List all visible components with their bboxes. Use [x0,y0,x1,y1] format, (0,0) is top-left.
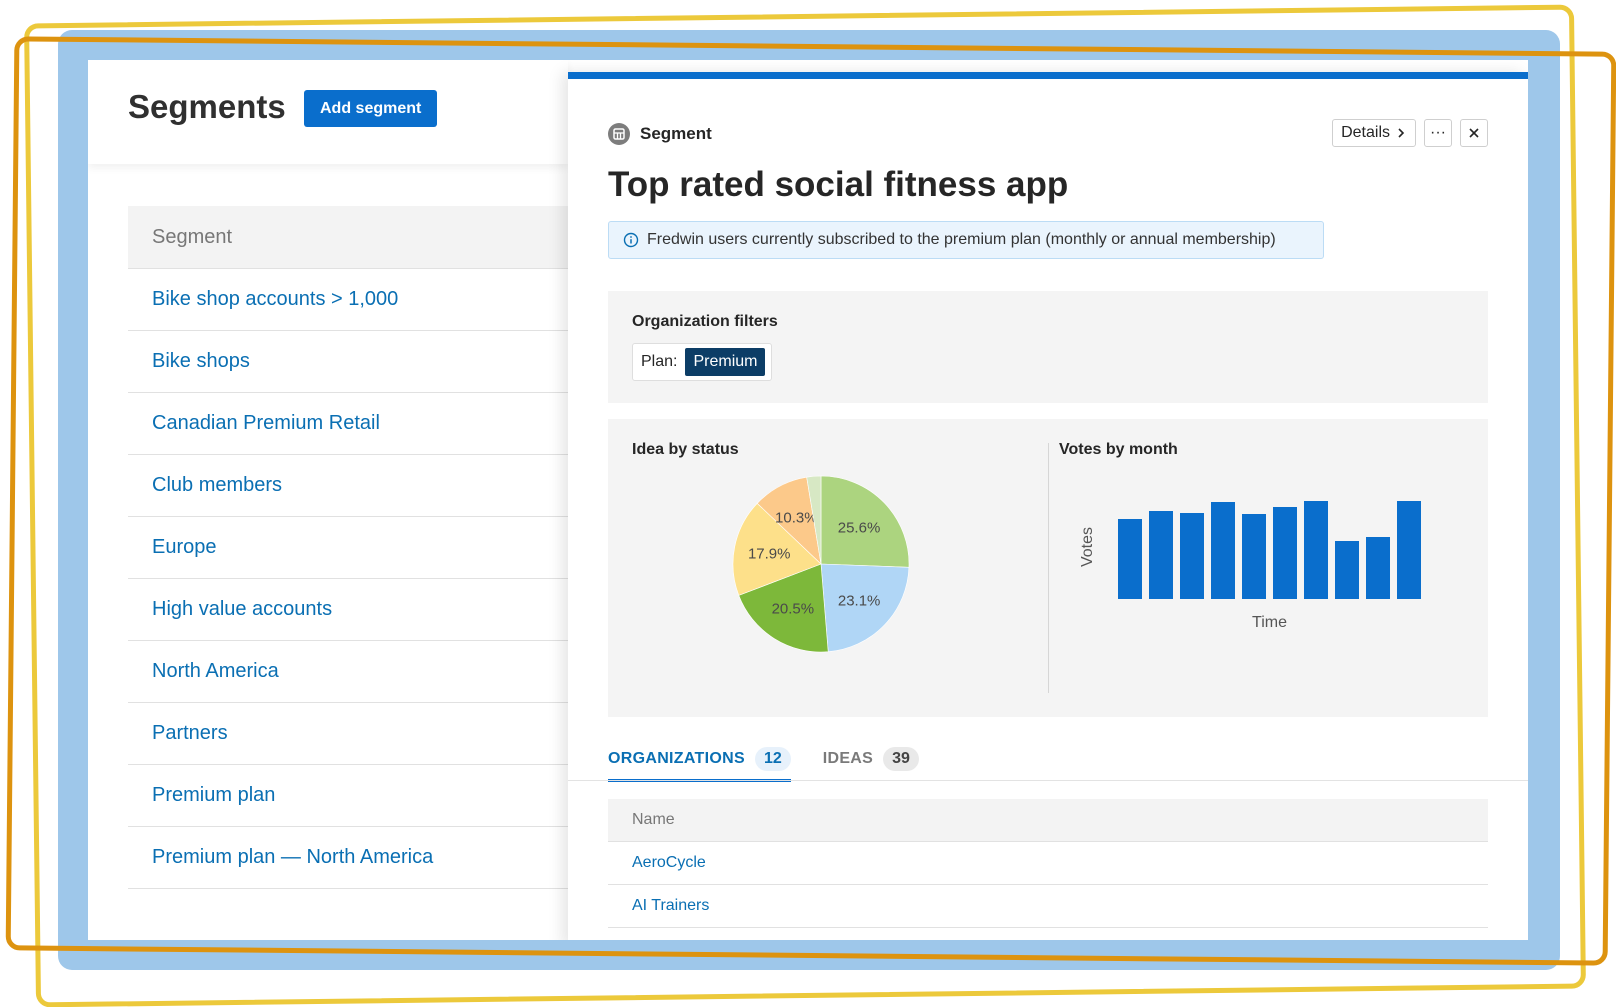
bar [1304,501,1328,599]
page-title: Segments [128,88,286,125]
filter-chip-key: Plan: [641,353,678,370]
organization-row[interactable]: AI Trainers [608,885,1488,928]
filter-chip-value: Premium [685,348,766,376]
tabs-divider [568,780,1528,781]
tab-organizations[interactable]: ORGANIZATIONS 12 [608,739,791,782]
segment-row[interactable]: Partners [128,703,568,765]
segments-table-header: Segment [128,206,568,269]
add-segment-button[interactable]: Add segment [304,90,438,127]
segment-type-label: Segment [640,124,712,143]
segment-description: Fredwin users currently subscribed to th… [608,221,1324,259]
pie-slice [820,475,910,568]
segment-row[interactable]: Bike shops [128,331,568,393]
y-axis-label: Votes [1079,527,1096,567]
segment-drawer: Segment Details ··· Top rated social fit… [568,72,1528,940]
bar [1366,537,1390,599]
drawer-actions: Details ··· [1332,119,1488,147]
pie-slice-label: 10.3% [775,509,818,526]
charts-divider [1048,443,1049,693]
filter-chip-plan[interactable]: Plan: Premium [632,343,773,381]
segment-icon [608,123,630,145]
segment-row[interactable]: High value accounts [128,579,568,641]
tab-ideas-count: 39 [883,747,919,771]
drawer-tabs: ORGANIZATIONS 12 IDEAS 39 [608,739,951,782]
bar [1335,541,1359,599]
details-button-label: Details [1341,124,1390,141]
segment-row[interactable]: Club members [128,455,568,517]
segments-header: Segments Add segment [88,60,568,164]
organization-row[interactable]: AeroCycle [608,842,1488,885]
description-text: Fredwin users currently subscribed to th… [647,231,1276,248]
organizations-table: Name AeroCycle AI Trainers [608,799,1488,928]
bar [1211,502,1235,599]
pie-slice [732,502,822,596]
app-window: Segments Add segment Segment Bike shop a… [88,60,1528,940]
pie-slice [806,475,822,565]
more-options-button[interactable]: ··· [1424,119,1452,147]
segment-row[interactable]: Europe [128,517,568,579]
x-axis-label: Time [1252,614,1287,631]
segment-type: Segment [608,123,712,145]
idea-status-pie-chart: 25.6% 23.1% 20.5% 17.9% 10.3% [732,475,910,653]
organization-filters: Organization filters Plan: Premium [608,291,1488,403]
votes-by-month-bar-chart: Time Votes [1079,501,1421,631]
bar [1149,511,1173,599]
segment-row[interactable]: Bike shop accounts > 1,000 [128,269,568,331]
close-button[interactable] [1460,119,1488,147]
filters-title: Organization filters [632,313,778,330]
bar-chart-title: Votes by month [1059,441,1178,458]
bar [1242,514,1266,599]
pie-chart-title: Idea by status [632,441,739,458]
close-icon [1469,128,1479,138]
segment-row[interactable]: Canadian Premium Retail [128,393,568,455]
pie-slice [820,563,910,653]
segment-row[interactable]: Premium plan [128,765,568,827]
pie-slice-label: 23.1% [838,593,881,610]
organizations-table-header: Name [608,799,1488,842]
bar [1180,513,1204,599]
tab-organizations-count: 12 [754,747,791,771]
chevron-right-icon [1398,128,1405,138]
bar [1118,519,1142,599]
segment-row[interactable]: North America [128,641,568,703]
tab-organizations-label: ORGANIZATIONS [608,750,745,767]
pie-slice [738,563,829,653]
bar [1397,501,1421,599]
details-button[interactable]: Details [1332,119,1416,147]
tab-ideas-label: IDEAS [822,750,874,767]
segment-row[interactable]: Premium plan — North America [128,827,568,889]
tab-ideas[interactable]: IDEAS 39 [823,739,919,779]
info-icon [623,232,639,248]
pie-slice-label: 17.9% [748,546,791,563]
pie-slice-label: 25.6% [838,519,881,536]
pie-slice-label: 20.5% [772,601,815,618]
segments-table: Segment Bike shop accounts > 1,000 Bike … [128,206,568,889]
segment-title: Top rated social fitness app [608,165,1069,204]
bar [1273,507,1297,599]
charts-panel: Idea by status 25.6% 23.1% 20.5% 17.9% 10.3%… [608,419,1488,717]
